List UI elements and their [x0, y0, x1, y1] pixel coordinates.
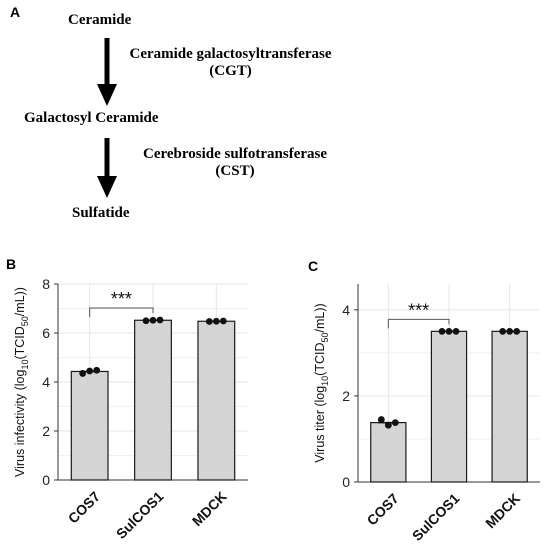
- data-point: [93, 366, 101, 374]
- significance-label: ***: [408, 300, 429, 320]
- bar-cos7: [370, 422, 407, 483]
- enzyme-2-abbr: (CST): [215, 163, 255, 179]
- y-tick-label: 0: [342, 474, 350, 490]
- y-tick-label: 2: [342, 388, 350, 404]
- data-point: [377, 416, 385, 423]
- significance-bracket: [89, 307, 154, 318]
- y-axis-label-part: Virus infectivity (log: [13, 369, 27, 476]
- data-point: [384, 421, 392, 429]
- data-point: [452, 327, 460, 335]
- y-axis-label: Virus infectivity (log10(TCID50/mL)): [13, 287, 30, 477]
- pathway-diagram: A Ceramide Ceramide galactosyltransferas…: [0, 0, 550, 250]
- y-axis-label-part: 50: [320, 332, 330, 342]
- chart-virus-infectivity: 0 2 4 6 8 COS7 SulCOS1 MDCK *** Virus infectivity…: [13, 276, 248, 542]
- enzyme-2-name: Cerebroside sulfotransferase: [143, 146, 327, 162]
- data-point: [445, 327, 453, 335]
- pathway-enzyme-2: Cerebroside sulfotransferase (CST): [136, 146, 334, 180]
- y-axis-label-part: 10: [320, 376, 330, 386]
- data-point: [513, 327, 521, 335]
- y-axis-label-part: Virus titer (log: [313, 386, 327, 463]
- bar-sulcos1: [134, 319, 172, 481]
- x-tick-label: SulCOS1: [113, 488, 167, 542]
- pathway-product: Sulfatide: [72, 205, 130, 221]
- data-point: [212, 317, 220, 325]
- data-point: [79, 370, 87, 377]
- data-point: [499, 327, 507, 335]
- y-tick-label: 4: [42, 374, 50, 390]
- bar-sulcos1: [430, 330, 468, 483]
- y-tick-label: 2: [42, 423, 50, 439]
- data-point: [205, 318, 213, 325]
- y-tick-label: 4: [342, 302, 350, 318]
- data-point: [149, 316, 157, 324]
- x-tick-label: MDCK: [482, 490, 523, 531]
- panel-label-c: C: [308, 258, 319, 274]
- y-tick-label: 0: [42, 472, 50, 488]
- data-point: [438, 327, 446, 335]
- significance-bracket: [387, 318, 450, 329]
- pathway-substrate: Ceramide: [68, 12, 132, 28]
- y-axis-label: Virus titer (log10(TCID50/mL)): [313, 303, 330, 462]
- bar-mdck: [197, 320, 236, 481]
- y-axis-label-part: 10: [20, 360, 30, 370]
- x-tick-label: COS7: [65, 488, 103, 526]
- y-axis-label-part: 50: [20, 316, 30, 326]
- y-axis-label-part: /mL)): [313, 303, 327, 332]
- chart-virus-titer: 0 2 4 COS7 SulCOS1 MDCK *** Virus titer (log10(…: [313, 284, 540, 544]
- pathway-intermediate: Galactosyl Ceramide: [24, 110, 159, 126]
- bar-cos7: [70, 370, 109, 481]
- data-point: [506, 327, 514, 335]
- data-point: [156, 316, 164, 324]
- y-tick-label: 8: [42, 276, 50, 292]
- data-point: [391, 419, 399, 426]
- x-tick-label: COS7: [364, 490, 402, 528]
- y-axis-label-part: (TCID: [313, 342, 327, 375]
- data-point: [86, 367, 94, 375]
- significance-label: ***: [111, 289, 132, 309]
- data-point: [142, 317, 150, 325]
- pathway-arrow-1: [97, 38, 117, 106]
- y-tick-label: 6: [42, 325, 50, 341]
- pathway-arrow-2: [97, 138, 117, 198]
- x-tick-label: MDCK: [189, 488, 230, 529]
- bar-mdck: [491, 330, 528, 483]
- data-point: [219, 317, 227, 325]
- y-axis-label-part: (TCID: [13, 326, 27, 359]
- enzyme-1-name: Ceramide galactosyltransferase: [129, 46, 332, 62]
- panel-label-b: B: [6, 256, 17, 272]
- panel-label-a: A: [10, 4, 21, 20]
- y-axis-label-part: /mL)): [13, 287, 27, 316]
- x-tick-label: SulCOS1: [409, 490, 463, 544]
- pathway-enzyme-1: Ceramide galactosyltransferase (CGT): [128, 46, 333, 80]
- enzyme-1-abbr: (CGT): [209, 63, 252, 79]
